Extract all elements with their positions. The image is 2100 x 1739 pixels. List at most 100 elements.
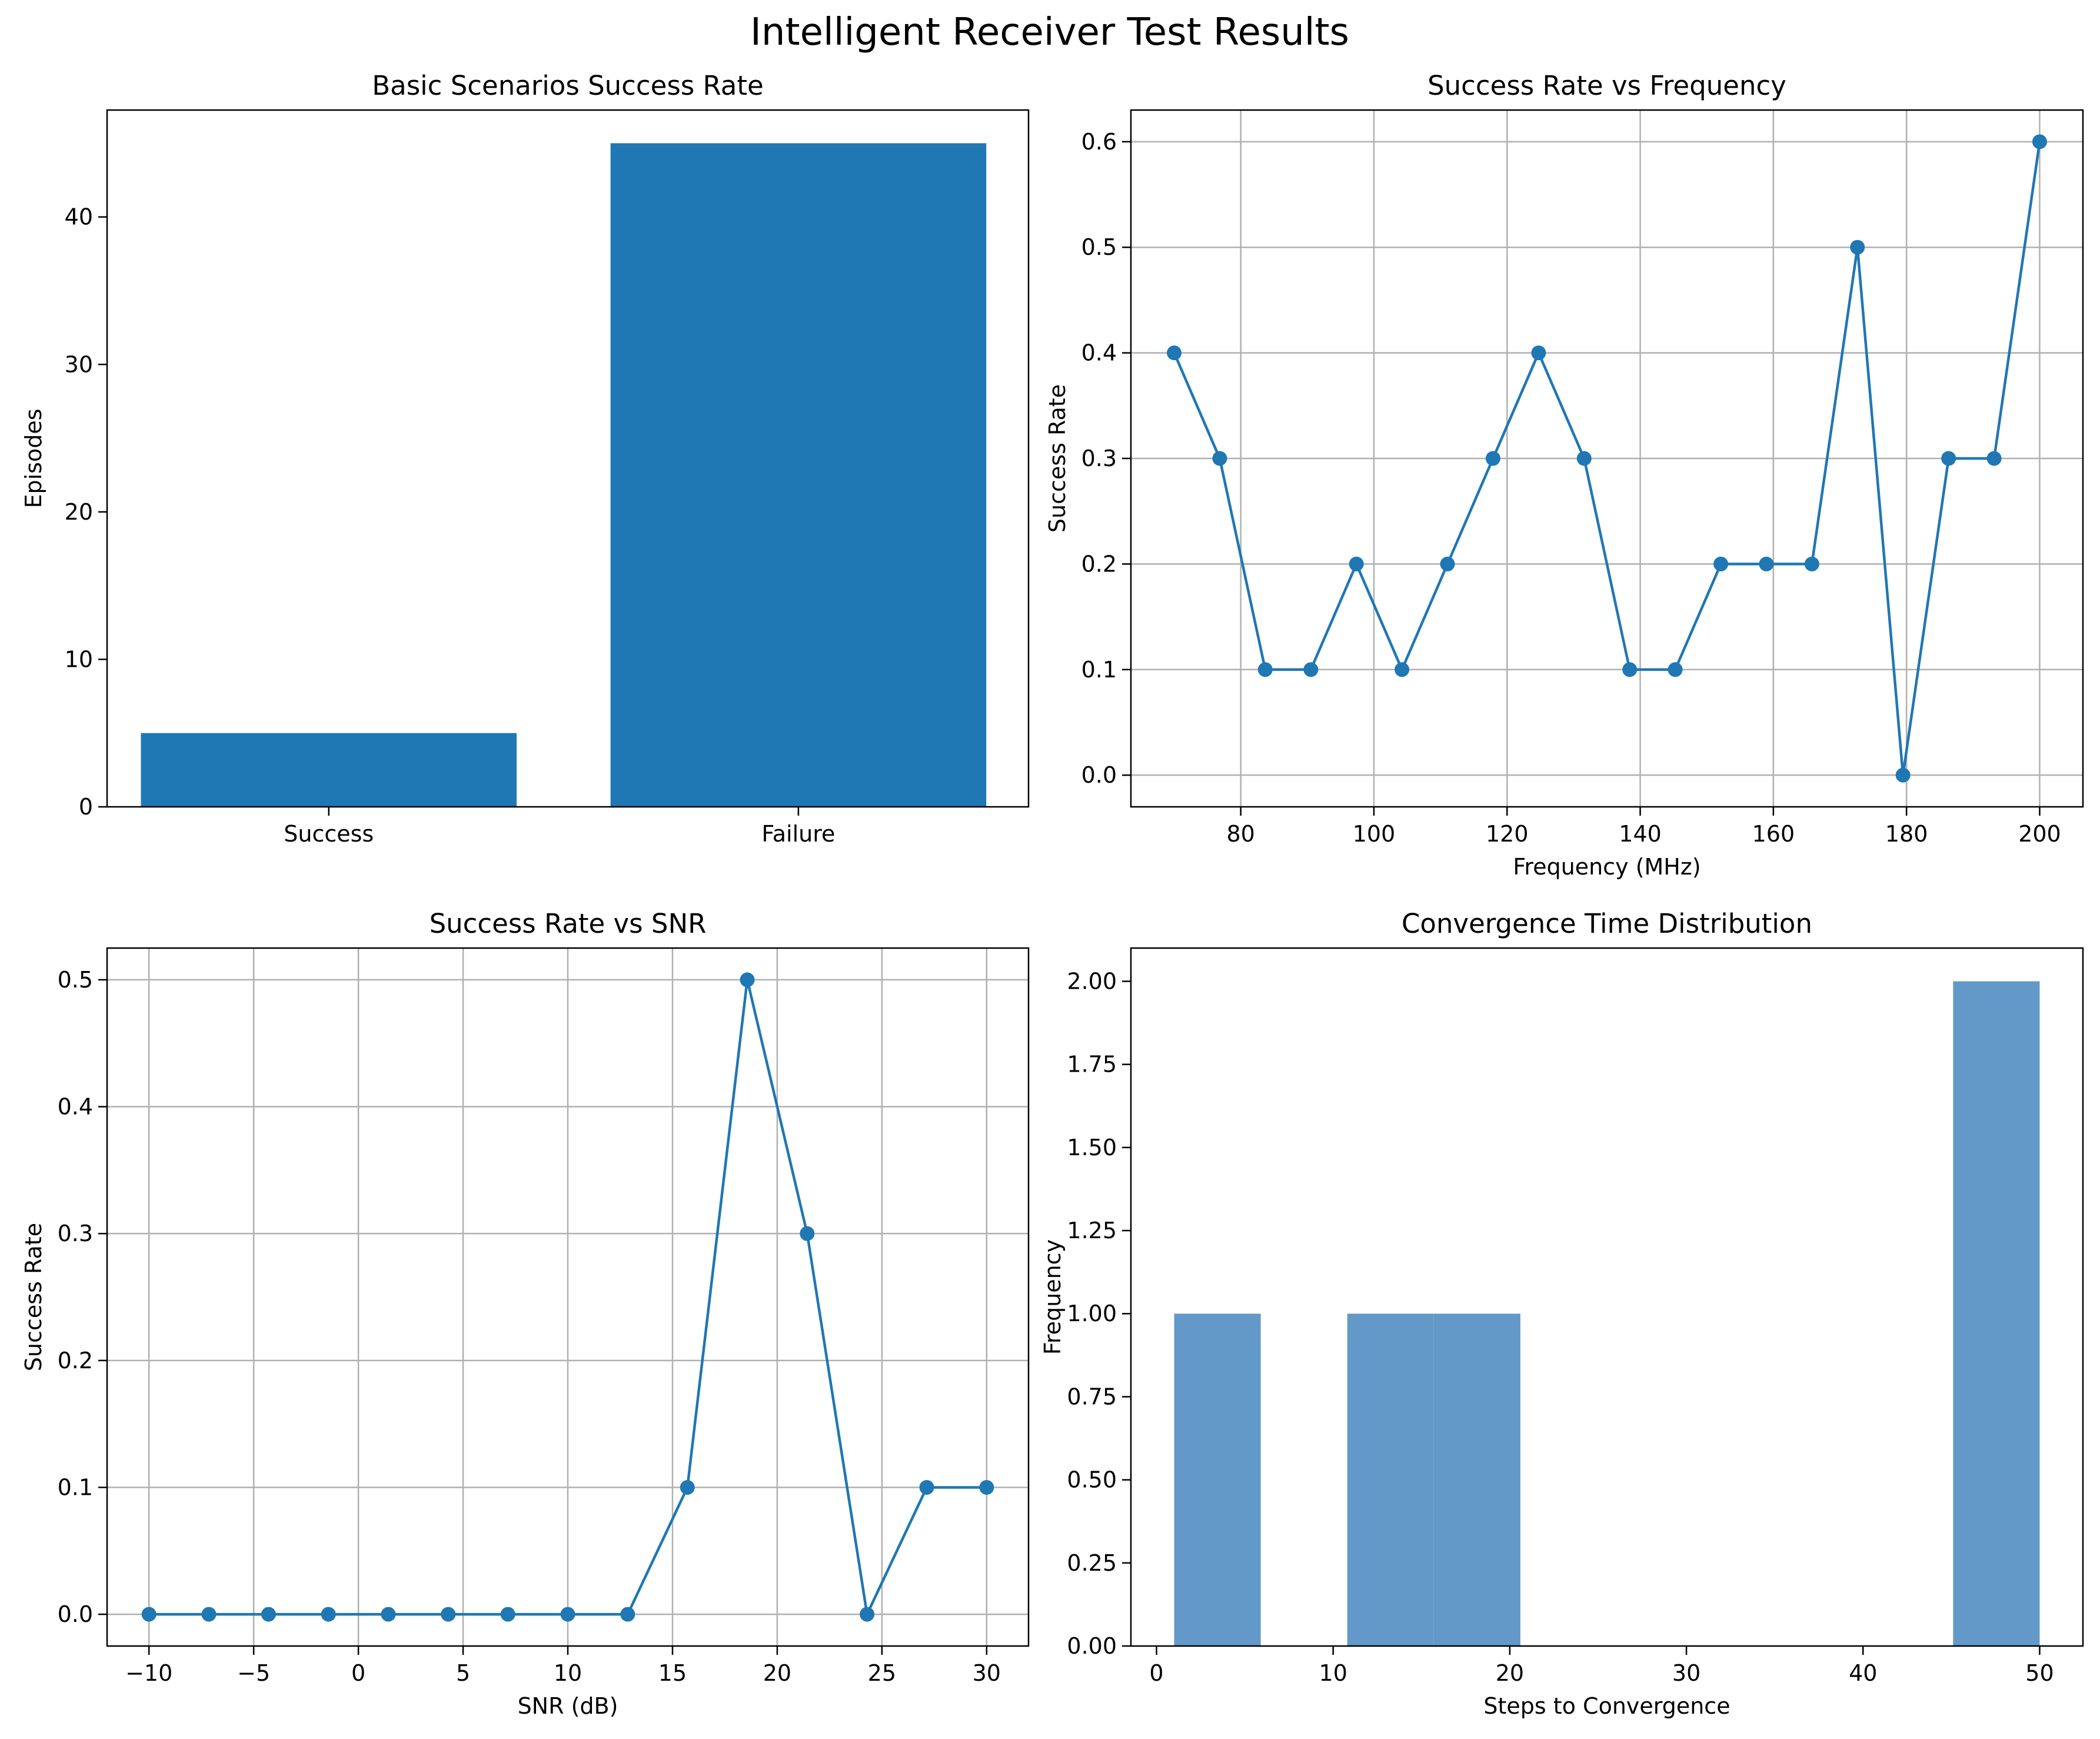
y-tick-label: 0.4 [1081,340,1117,366]
line-chart-success-vs-frequency: 80 100 120 140 160 180 200 0.0 0.1 0.2 0.3 0.4 0.5 0.… [1044,70,2084,880]
y-tick-label: 0.75 [1067,1384,1117,1409]
data-point [1395,662,1410,677]
bar-chart-success-failure: Success Failure 0 10 20 30 40 Basic Scenarios S… [21,70,1030,847]
data-point [1349,556,1364,571]
y-tick-label: 0.4 [58,1094,93,1120]
series-line [1173,141,2041,777]
x-axis-label: Frequency (MHz) [1513,854,1700,880]
data-point [1986,451,2002,466]
bar-success [141,733,517,807]
data-point [1167,345,1182,361]
data-point [381,1607,396,1622]
data-point [321,1607,336,1622]
data-point [1212,451,1227,466]
x-tick-label: 100 [1353,821,1396,847]
y-axis-label: Success Rate [1044,384,1070,533]
data-point [1850,240,1865,255]
x-tick-label: 10 [554,1660,582,1686]
x-tick-label: 80 [1227,821,1255,847]
y-tick-label: 0.2 [1081,551,1117,577]
y-axis-label: Episodes [21,408,46,508]
data-point [201,1607,217,1622]
data-point [860,1607,875,1622]
histogram-bar [1174,1314,1261,1646]
y-tick-label: 0.3 [1081,445,1117,471]
data-point [1713,556,1729,571]
bar-failure [610,143,987,807]
x-axis-label: Steps to Convergence [1483,1693,1730,1719]
data-point [500,1607,515,1622]
x-tick-label: 0 [351,1660,365,1686]
y-tick-label: 0.1 [1081,657,1117,683]
data-point [1622,662,1638,677]
data-point [1485,451,1500,466]
y-tick-label: 30 [65,351,93,377]
x-tick-label: 20 [1496,1660,1524,1686]
x-tick-label: 50 [2025,1660,2054,1686]
y-tick-label: 1.75 [1067,1052,1117,1078]
x-tick-label: Success [284,821,374,847]
histogram-convergence-time: 0 10 20 30 40 50 0.00 0.25 0.50 0.75 1.00 1.25 1.50 1… [1040,908,2084,1719]
data-point [1576,451,1592,466]
x-tick-label: 180 [1885,821,1928,847]
data-point [2032,134,2047,149]
data-point [560,1607,575,1622]
x-tick-label: −5 [237,1660,270,1686]
y-tick-label: 0 [79,794,93,820]
x-tick-label: 10 [1319,1660,1347,1686]
x-tick-label: 15 [658,1660,687,1686]
y-tick-label: 2.00 [1067,968,1117,994]
y-tick-label: 0.5 [1081,234,1117,260]
data-point [680,1479,695,1495]
x-tick-label: 25 [868,1660,896,1686]
data-point [800,1226,815,1241]
y-tick-label: 10 [65,646,93,672]
x-tick-label: 20 [763,1660,791,1686]
y-tick-label: 0.1 [58,1474,93,1500]
line-chart-success-vs-snr: −10 −5 0 5 10 15 20 25 30 0.0 0.1 0.2 0.3 0.4 0.5 Succe… [21,908,1030,1719]
data-point [1257,662,1273,677]
y-tick-label: 0.3 [58,1221,93,1246]
y-tick-label: 20 [65,499,93,525]
histogram-bar [1953,981,2040,1646]
axes-frame [106,109,1030,808]
y-tick-label: 0.6 [1081,129,1117,155]
x-tick-label: 200 [2018,821,2061,847]
x-tick-label: Failure [761,821,835,847]
panel-title: Convergence Time Distribution [1402,908,1812,939]
data-point [1941,451,1956,466]
x-tick-label: −10 [125,1660,172,1686]
x-tick-label: 140 [1619,821,1662,847]
x-tick-label: 30 [1672,1660,1700,1686]
y-tick-label: 0.00 [1067,1633,1117,1659]
y-tick-label: 0.2 [58,1348,93,1374]
x-tick-label: 5 [456,1660,470,1686]
figure-title: Intelligent Receiver Test Results [750,11,1349,54]
histogram-bar [1433,1314,1520,1646]
data-point [919,1479,934,1495]
y-tick-label: 0.50 [1067,1467,1117,1493]
y-tick-label: 0.0 [58,1601,93,1627]
y-tick-label: 1.50 [1067,1135,1117,1161]
y-axis-label: Frequency [1040,1239,1066,1355]
x-tick-label: 40 [1849,1660,1877,1686]
axes-frame [1130,947,2084,1647]
data-point [1804,556,1819,571]
data-point [441,1607,456,1622]
panel-title: Success Rate vs SNR [430,908,707,939]
data-point [979,1479,994,1495]
data-point [1303,662,1319,677]
y-tick-label: 0.25 [1067,1550,1117,1576]
x-tick-label: 30 [973,1660,1001,1686]
x-tick-label: 0 [1149,1660,1163,1686]
data-point [1531,345,1546,361]
histogram-bar [1347,1314,1434,1646]
y-tick-label: 0.0 [1081,762,1117,788]
y-tick-label: 0.5 [58,967,93,993]
data-point [1668,662,1683,677]
data-point [1759,556,1774,571]
panel-title: Success Rate vs Frequency [1427,70,1786,101]
data-point [740,972,755,987]
data-point [1440,556,1455,571]
